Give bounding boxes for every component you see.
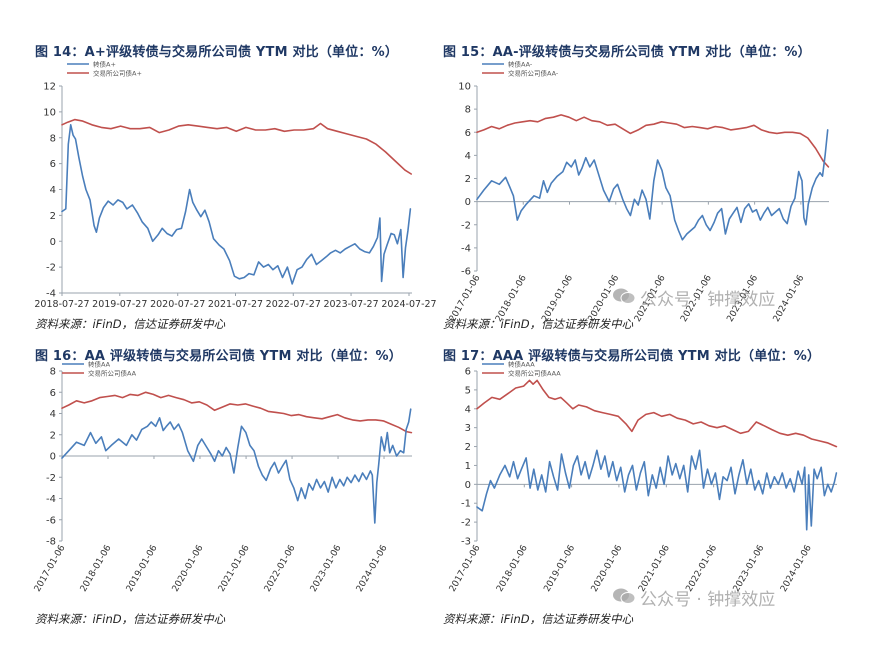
series-line-convertible — [61, 124, 412, 285]
y-tick-label: 6 — [465, 128, 471, 139]
legend-label: 交易所公司债AA- — [508, 69, 559, 78]
x-tick-label: 2019-01-06 — [542, 543, 577, 594]
x-tick-label: 2024-01-06 — [355, 543, 390, 594]
y-tick-label: 2 — [50, 430, 56, 441]
y-tick-label: 2 — [465, 174, 471, 185]
x-tick-label: 2023-07-27 — [323, 299, 378, 310]
legend-label: 转债AA- — [508, 60, 533, 69]
chart-title: 图 15：AA-评级转债与交易所公司债 YTM 对比（单位：%） — [443, 45, 811, 60]
x-tick-label: 2017-01-06 — [448, 543, 483, 594]
legend-label: 转债AA — [88, 360, 111, 369]
y-tick-label: 4 — [50, 409, 56, 420]
series-line-exchange-bond — [61, 391, 413, 434]
series-line-exchange-bond — [61, 118, 413, 175]
y-tick-label: -2 — [461, 518, 471, 529]
x-tick-label: 2018-01-06 — [495, 543, 530, 594]
y-tick-label: 4 — [465, 404, 471, 415]
legend-label: 交易所公司债AAA — [508, 369, 561, 378]
y-tick-label: 2 — [465, 442, 471, 453]
y-tick-label: 12 — [43, 82, 56, 93]
y-tick-label: -4 — [461, 243, 471, 254]
x-tick-label: 2023-01-06 — [309, 543, 344, 594]
y-tick-label: 1 — [465, 461, 471, 472]
chart-title: 图 17：AAA 评级转债与交易所公司债 YTM 对比（单位：%） — [443, 349, 821, 364]
legend-label: 交易所公司债A+ — [93, 69, 142, 78]
y-tick-label: 4 — [50, 185, 56, 196]
y-tick-label: 4 — [465, 151, 471, 162]
series-line-convertible — [476, 449, 838, 531]
source-note: 资料来源：iFinD，信达证券研发中心 — [443, 612, 634, 626]
watermark-text: 公众号 · 钟撑效应 — [640, 290, 776, 310]
y-tick-label: 6 — [50, 159, 56, 170]
y-tick-label: 2 — [50, 211, 56, 222]
x-tick-label: 2017-01-06 — [33, 543, 68, 594]
y-tick-label: -2 — [46, 473, 56, 484]
x-tick-label: 2021-07-27 — [208, 299, 263, 310]
y-tick-label: 0 — [465, 197, 471, 208]
y-tick-label: 10 — [458, 82, 471, 93]
source-note: 资料来源：iFinD，信达证券研发中心 — [443, 317, 634, 331]
line-chart-fig17: -3 -2 -1 0 1 2 3 4 5 6 2017-01-06 2018-01-06 2019-01… — [448, 360, 838, 594]
series-line-convertible — [476, 129, 829, 241]
x-tick-label: 2020-07-27 — [150, 299, 205, 310]
legend-label: 转债AAA — [508, 360, 535, 369]
watermark-text: 公众号 · 钟撑效应 — [640, 590, 776, 610]
y-tick-label: 5 — [465, 385, 471, 396]
chart-panel-fig17: 图 17：AAA 评级转债与交易所公司债 YTM 对比（单位：%） -3 -2 -1… — [437, 340, 875, 650]
y-tick-label: 6 — [465, 367, 471, 378]
chart-title: 图 14：A+评级转债与交易所公司债 YTM 对比（单位：%） — [35, 45, 399, 60]
chart-panel-fig14: 图 14：A+评级转债与交易所公司债 YTM 对比（单位：%） -4 -2 0 2 4 6… — [0, 0, 437, 340]
y-tick-label: -3 — [461, 537, 471, 548]
y-tick-label: 10 — [43, 107, 56, 118]
wechat-icon — [613, 588, 636, 604]
y-tick-label: 3 — [465, 423, 471, 434]
legend-label: 转债A+ — [93, 60, 116, 69]
y-tick-label: -2 — [46, 263, 56, 274]
x-tick-label: 2018-07-27 — [34, 299, 89, 310]
y-tick-label: -6 — [46, 515, 56, 526]
y-tick-label: -2 — [461, 220, 471, 231]
series-line-exchange-bond — [476, 379, 838, 448]
chart-panel-fig15: 图 15：AA-评级转债与交易所公司债 YTM 对比（单位：%） -6 -4 -2 0… — [437, 0, 875, 340]
wechat-icon — [613, 288, 636, 304]
series-line-exchange-bond — [476, 114, 830, 168]
x-tick-label: 2022-01-06 — [263, 543, 298, 594]
line-chart-fig14: -4 -2 0 2 4 6 8 10 12 2018-07-27 2019-07-27 2020-07… — [34, 60, 436, 311]
y-tick-label: 6 — [50, 388, 56, 399]
chart-title: 图 16：AA 评级转债与交易所公司债 YTM 对比（单位：%） — [35, 349, 402, 364]
y-tick-label: 0 — [50, 452, 56, 463]
y-tick-label: -4 — [46, 494, 56, 505]
y-tick-label: -8 — [46, 537, 56, 548]
legend-label: 交易所公司债AA — [88, 369, 137, 378]
x-tick-label: 2024-01-06 — [772, 273, 807, 324]
y-tick-label: 8 — [50, 367, 56, 378]
y-tick-label: 8 — [465, 105, 471, 116]
y-tick-label: -1 — [461, 499, 471, 510]
x-tick-label: 2024-07-27 — [381, 299, 436, 310]
y-tick-label: -6 — [461, 267, 471, 278]
y-tick-label: 8 — [50, 133, 56, 144]
x-tick-label: 2022-07-27 — [266, 299, 321, 310]
series-line-convertible — [61, 408, 412, 524]
x-tick-label: 2019-01-06 — [125, 543, 160, 594]
x-tick-label: 2020-01-06 — [171, 543, 206, 594]
y-tick-label: 0 — [465, 480, 471, 491]
chart-panel-fig16: 图 16：AA 评级转债与交易所公司债 YTM 对比（单位：%） -8 -6 -4-… — [0, 340, 437, 650]
y-tick-label: -4 — [46, 289, 56, 300]
x-tick-label: 2018-01-06 — [79, 543, 114, 594]
line-chart-fig16: -8 -6 -4 -2 0 2 4 6 8 2017-01-06 2018-01-06 2019-01… — [33, 360, 413, 594]
source-note: 资料来源：iFinD，信达证券研发中心 — [35, 317, 226, 331]
x-tick-label: 2019-07-27 — [92, 299, 147, 310]
source-note: 资料来源：iFinD，信达证券研发中心 — [35, 612, 226, 626]
x-tick-label: 2024-01-06 — [779, 543, 814, 594]
y-tick-label: 0 — [50, 237, 56, 248]
x-tick-label: 2021-01-06 — [217, 543, 252, 594]
